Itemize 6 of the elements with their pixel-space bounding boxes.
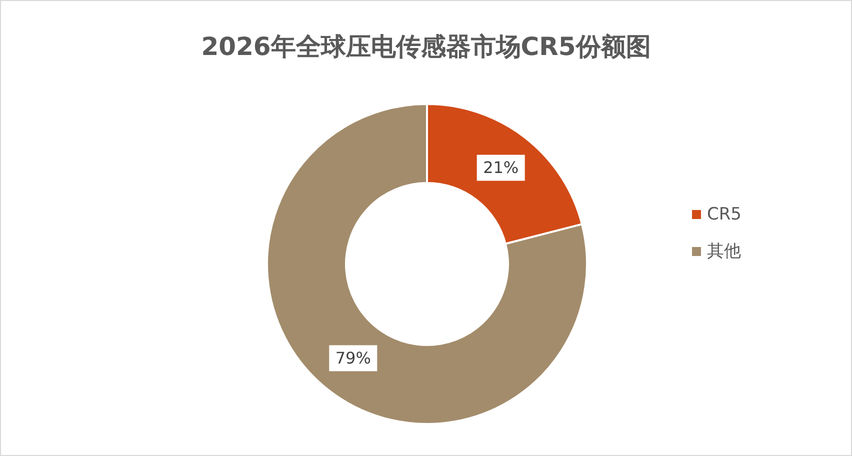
donut-slice: [266, 103, 588, 425]
chart-title: 2026年全球压电传感器市场CR5份额图: [201, 32, 651, 61]
data-label: 21%: [483, 158, 519, 178]
legend-label: CR5: [707, 204, 742, 225]
legend-label: 其他: [707, 242, 741, 262]
data-label: 79%: [335, 348, 371, 368]
